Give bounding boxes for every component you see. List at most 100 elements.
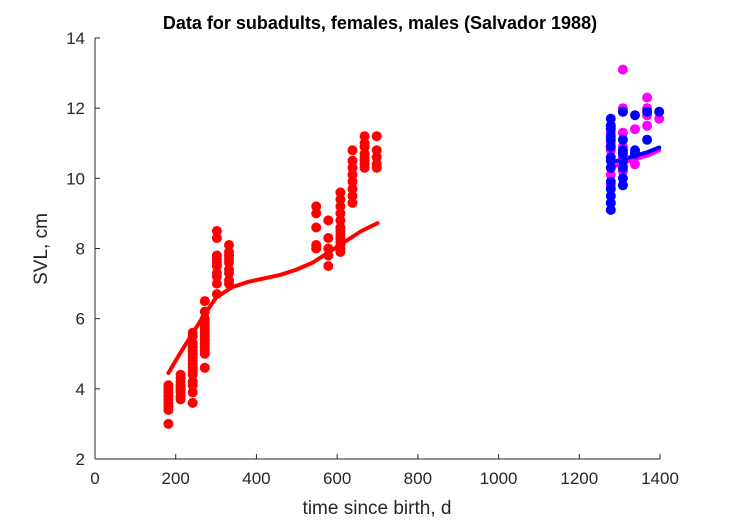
data-point xyxy=(605,131,616,142)
data-point xyxy=(211,268,222,279)
data-point xyxy=(371,131,382,142)
data-point xyxy=(371,159,382,170)
x-tick-label: 1400 xyxy=(641,469,679,488)
y-axis-ticks: 2 4 6 8 10 12 14 xyxy=(66,29,100,469)
data-point xyxy=(642,120,653,131)
data-point xyxy=(605,113,616,124)
y-tick-label: 14 xyxy=(66,29,85,48)
data-point xyxy=(605,152,616,163)
data-point xyxy=(617,173,628,184)
y-tick-label: 8 xyxy=(76,240,85,259)
data-point xyxy=(605,190,616,201)
data-point xyxy=(347,162,358,173)
data-point xyxy=(311,201,322,212)
data-point xyxy=(654,113,665,124)
data-point xyxy=(211,226,222,236)
data-point xyxy=(630,110,640,121)
data-point xyxy=(371,152,382,163)
data-point xyxy=(211,278,222,289)
data-point xyxy=(224,247,234,257)
data-point xyxy=(617,155,628,166)
data-point xyxy=(199,362,210,373)
data-point xyxy=(359,148,370,159)
data-point xyxy=(605,176,616,187)
x-axis-ticks: 0 200 400 600 800 1000 1200 1400 xyxy=(90,454,679,488)
data-point xyxy=(605,120,616,131)
y-tick-label: 12 xyxy=(66,99,85,118)
x-tick-label: 800 xyxy=(404,469,432,488)
data-point xyxy=(224,240,234,250)
data-point xyxy=(311,208,322,219)
x-tick-label: 400 xyxy=(242,469,270,488)
data-point xyxy=(617,127,628,138)
data-point xyxy=(359,131,370,142)
data-point xyxy=(175,392,186,403)
chart-title: Data for subadults, females, males (Salv… xyxy=(163,13,597,33)
data-point xyxy=(199,306,210,317)
data-point xyxy=(617,134,628,145)
data-point xyxy=(211,250,222,261)
y-tick-label: 4 xyxy=(76,380,85,399)
data-point xyxy=(642,134,653,145)
y-tick-label: 2 xyxy=(76,450,85,469)
x-tick-label: 1200 xyxy=(560,469,598,488)
data-point xyxy=(630,159,640,170)
data-point xyxy=(630,124,640,135)
data-point xyxy=(187,387,198,398)
data-point xyxy=(371,145,382,156)
data-point xyxy=(163,380,174,391)
y-tick-label: 10 xyxy=(66,169,85,188)
data-point xyxy=(617,106,628,117)
data-point xyxy=(323,233,334,243)
data-point xyxy=(642,106,653,117)
x-tick-label: 600 xyxy=(323,469,351,488)
data-point xyxy=(654,106,665,117)
data-point xyxy=(335,187,346,198)
data-point xyxy=(187,327,198,338)
data-point xyxy=(187,397,198,408)
data-point xyxy=(347,169,358,180)
data-point xyxy=(335,201,346,212)
x-tick-label: 0 xyxy=(90,469,99,488)
data-point xyxy=(311,222,322,233)
y-tick-label: 6 xyxy=(76,310,85,329)
data-marks xyxy=(163,64,665,429)
x-tick-label: 1000 xyxy=(480,469,518,488)
data-point xyxy=(211,233,222,243)
data-point xyxy=(211,289,222,300)
data-point xyxy=(199,341,210,352)
data-point xyxy=(224,264,234,275)
data-point xyxy=(642,92,653,103)
data-point xyxy=(605,141,616,152)
data-point xyxy=(323,261,334,271)
data-point xyxy=(335,194,346,205)
data-point xyxy=(175,369,186,380)
data-point xyxy=(323,243,334,254)
data-point xyxy=(335,215,346,226)
data-point xyxy=(323,215,334,226)
data-point xyxy=(347,183,358,194)
data-point xyxy=(359,138,370,149)
y-axis-label: SVL, cm xyxy=(31,213,52,285)
fit-curve-1 xyxy=(166,221,380,375)
data-point xyxy=(617,162,628,173)
data-point xyxy=(617,180,628,191)
data-point xyxy=(347,197,358,208)
data-point xyxy=(335,222,346,233)
data-point xyxy=(605,169,616,180)
data-point xyxy=(224,275,234,286)
data-point xyxy=(617,145,628,156)
data-point xyxy=(347,176,358,187)
data-point xyxy=(199,313,210,324)
data-point xyxy=(605,183,616,194)
data-point xyxy=(347,190,358,201)
data-point xyxy=(175,382,186,393)
data-point xyxy=(605,162,616,173)
data-point xyxy=(187,338,198,349)
data-point xyxy=(187,376,198,387)
plot-area: 0 200 400 600 800 1000 1200 1400 2 4 6 8 10 12 14 xyxy=(66,29,679,488)
data-point xyxy=(311,240,322,250)
data-point xyxy=(605,197,616,208)
data-point xyxy=(617,64,628,75)
